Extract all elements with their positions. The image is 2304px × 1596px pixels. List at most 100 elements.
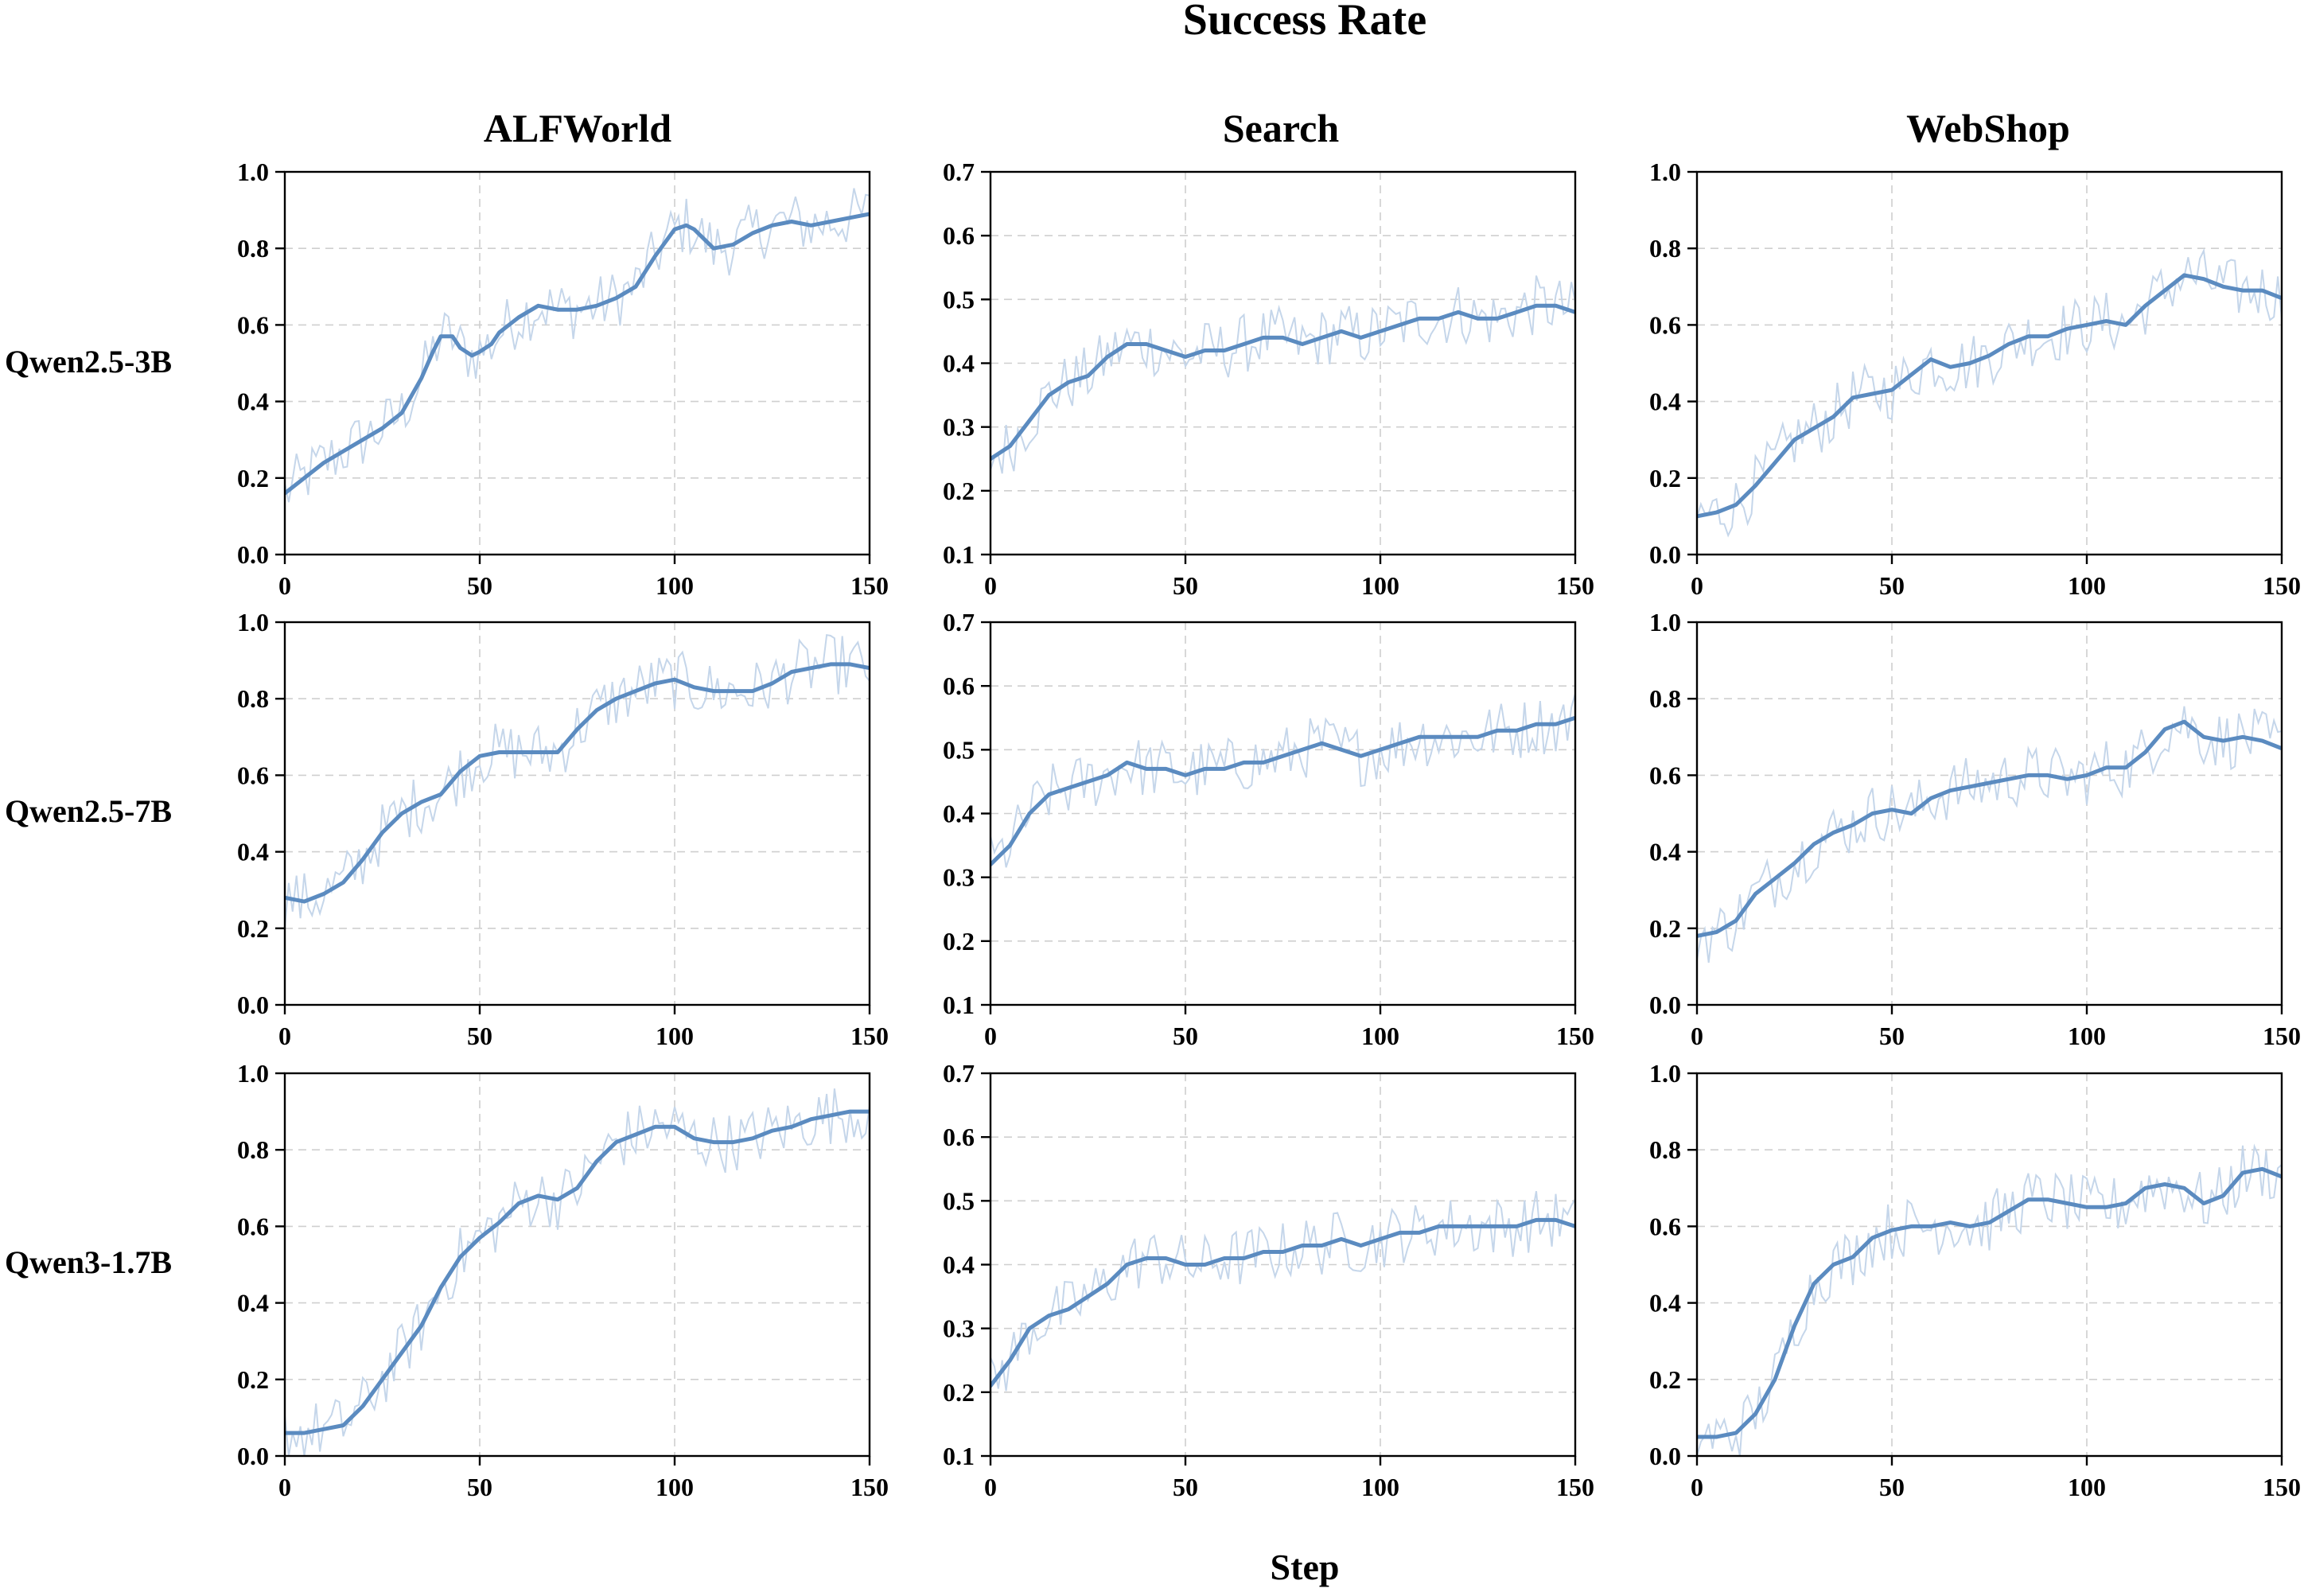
x-axis-label: Step (1271, 1547, 1340, 1587)
axes-frame (1695, 1072, 2283, 1458)
y-tick-label: 0.1 (943, 1442, 975, 1470)
x-tick-label: 150 (2263, 1022, 2301, 1050)
x-tick-label: 50 (1173, 571, 1198, 600)
y-tick-label: 0.6 (1649, 1212, 1681, 1240)
x-tick-label: 0 (278, 571, 291, 600)
raw-series-line (1697, 1143, 2282, 1456)
row-label-qwen2.5-7b: Qwen2.5-7B (5, 793, 172, 829)
y-tick-label: 0.8 (237, 684, 269, 713)
x-tick-label: 150 (1556, 1473, 1594, 1501)
y-tick-label: 0.2 (943, 927, 975, 956)
y-tick-label: 0.2 (237, 914, 269, 943)
x-tick-label: 100 (656, 1022, 694, 1050)
y-tick-label: 0.6 (1649, 761, 1681, 789)
y-tick-label: 0.2 (943, 1378, 975, 1407)
x-tick-label: 100 (2068, 571, 2106, 600)
x-tick-label: 50 (467, 571, 492, 600)
raw-series-line (990, 1191, 1575, 1392)
y-tick-label: 0.2 (237, 1365, 269, 1394)
x-tick-label: 50 (1879, 571, 1905, 600)
y-tick-label: 0.6 (943, 221, 975, 250)
y-tick-label: 0.6 (943, 1123, 975, 1151)
x-tick-label: 100 (1361, 1022, 1399, 1050)
column-title-search: Search (1223, 106, 1339, 150)
x-tick-label: 100 (2068, 1473, 2106, 1501)
figure-title: Success Rate (1183, 0, 1426, 45)
x-tick-label: 50 (1879, 1473, 1905, 1501)
y-tick-label: 0.2 (237, 464, 269, 492)
raw-series-line (990, 275, 1575, 474)
x-tick-label: 0 (984, 1022, 997, 1050)
x-tick-label: 100 (656, 571, 694, 600)
smoothed-series-line (285, 662, 870, 904)
y-tick-label: 0.8 (1649, 234, 1681, 263)
y-tick-label: 0.4 (943, 800, 975, 828)
panel-qwen2.5-7b-alfworld: 0 50 100 150 0.0 0.2 0.4 0.6 0.8 1.0 (237, 608, 889, 1050)
smoothed-series-line (990, 303, 1575, 461)
y-tick-label: 0.2 (943, 477, 975, 505)
panel-qwen3-1.7b-alfworld: 0 50 100 150 0.0 0.2 0.4 0.6 0.8 1.0 (237, 1059, 889, 1501)
y-tick-label: 1.0 (1649, 158, 1681, 186)
x-tick-label: 150 (850, 1473, 889, 1501)
smoothed-series-line (1697, 719, 2282, 938)
raw-series-line (285, 1088, 870, 1456)
raw-series-line (1697, 247, 2282, 538)
smoothed-series-line (1697, 1166, 2282, 1439)
y-tick-label: 0.4 (1649, 387, 1681, 416)
y-tick-label: 0.6 (1649, 310, 1681, 339)
y-tick-label: 0.2 (1649, 464, 1681, 492)
y-tick-label: 0.4 (237, 387, 269, 416)
y-tick-label: 0.1 (943, 540, 975, 569)
raw-series-line (285, 188, 870, 503)
y-tick-label: 0.7 (943, 1059, 975, 1088)
x-tick-label: 150 (850, 1022, 889, 1050)
panel-qwen2.5-3b-alfworld: 0 50 100 150 0.0 0.2 0.4 0.6 0.8 1.0 (237, 158, 889, 600)
x-tick-label: 150 (1556, 1022, 1594, 1050)
y-tick-label: 0.3 (943, 413, 975, 442)
y-tick-label: 0.4 (1649, 1289, 1681, 1318)
y-tick-label: 0.2 (1649, 1365, 1681, 1394)
y-tick-label: 0.8 (237, 234, 269, 263)
y-tick-label: 0.7 (943, 608, 975, 636)
x-tick-label: 0 (1691, 571, 1703, 600)
y-tick-label: 1.0 (1649, 1059, 1681, 1088)
column-title-alfworld: ALFWorld (484, 106, 671, 150)
smoothed-series-line (285, 1109, 870, 1435)
panel-qwen2.5-7b-search: 0 50 100 150 0.1 0.2 0.3 0.4 0.5 0.6 0.7 (943, 608, 1594, 1050)
smoothed-series-line (1697, 273, 2282, 519)
x-tick-label: 50 (1173, 1022, 1198, 1050)
axes-frame (283, 1072, 871, 1458)
row-label-qwen3-1.7b: Qwen3-1.7B (5, 1244, 172, 1280)
column-title-webshop: WebShop (1906, 106, 2070, 150)
y-tick-label: 0.8 (1649, 1135, 1681, 1164)
x-tick-label: 0 (984, 571, 997, 600)
y-tick-label: 0.0 (1649, 991, 1681, 1019)
axes-frame (1695, 170, 2283, 556)
y-tick-label: 0.7 (943, 158, 975, 186)
x-tick-label: 50 (467, 1473, 492, 1501)
x-tick-label: 0 (278, 1473, 291, 1501)
y-tick-label: 0.5 (943, 735, 975, 764)
y-tick-label: 1.0 (237, 158, 269, 186)
raw-series-line (990, 693, 1575, 868)
x-tick-label: 50 (467, 1022, 492, 1050)
y-tick-label: 0.5 (943, 1186, 975, 1215)
x-tick-label: 100 (1361, 1473, 1399, 1501)
y-tick-label: 0.3 (943, 863, 975, 892)
y-tick-label: 0.1 (943, 991, 975, 1019)
axes-frame (1695, 621, 2283, 1006)
x-tick-label: 100 (2068, 1022, 2106, 1050)
smoothed-series-line (990, 1217, 1575, 1388)
panel-qwen2.5-3b-webshop: 0 50 100 150 0.0 0.2 0.4 0.6 0.8 1.0 (1649, 158, 2301, 600)
y-tick-label: 1.0 (1649, 608, 1681, 636)
y-tick-label: 1.0 (237, 608, 269, 636)
smoothed-series-line (990, 715, 1575, 867)
x-tick-label: 50 (1173, 1473, 1198, 1501)
smoothed-series-line (285, 212, 870, 496)
y-tick-label: 0.0 (1649, 1442, 1681, 1470)
y-tick-label: 0.2 (1649, 914, 1681, 943)
y-tick-label: 0.0 (1649, 540, 1681, 569)
y-tick-label: 0.4 (943, 1251, 975, 1279)
x-tick-label: 0 (984, 1473, 997, 1501)
